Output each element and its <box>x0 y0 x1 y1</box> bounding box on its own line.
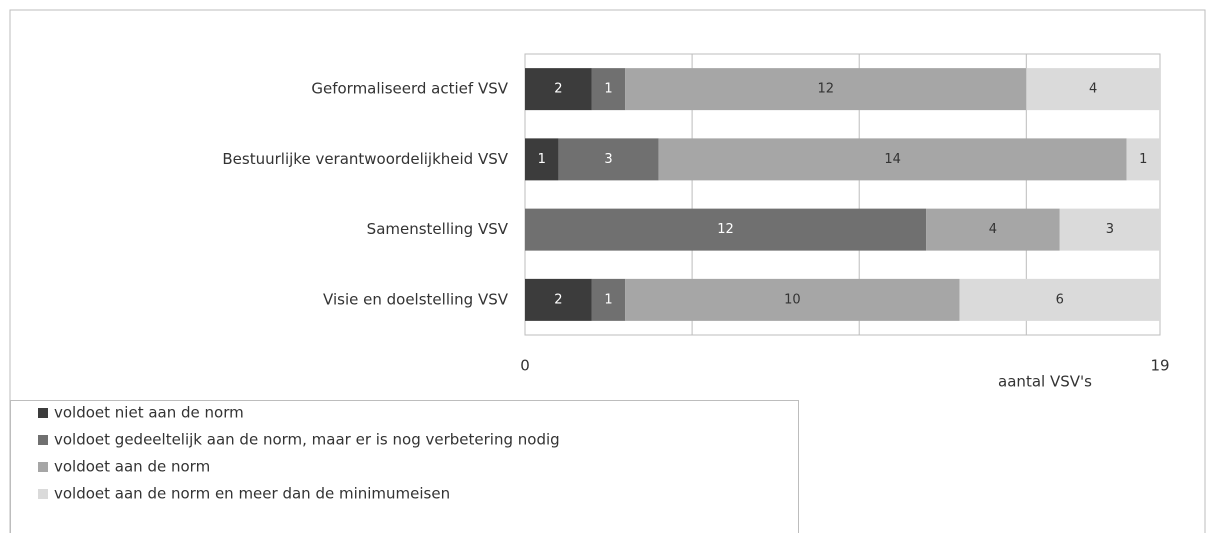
data-label: 3 <box>604 152 612 167</box>
bar-segment <box>591 68 626 111</box>
data-label: 6 <box>1056 292 1064 307</box>
data-label: 14 <box>884 152 901 167</box>
data-label: 1 <box>604 82 612 97</box>
data-label: 1 <box>1139 152 1147 167</box>
x-tick-label: 0 <box>520 357 530 375</box>
data-label: 12 <box>818 82 835 97</box>
data-label: 1 <box>538 152 546 167</box>
plot-area <box>524 53 1161 336</box>
bar-segment <box>926 208 1060 251</box>
data-label: 10 <box>784 292 801 307</box>
legend-label: voldoet niet aan de norm <box>54 404 244 422</box>
data-label: 12 <box>717 222 734 237</box>
legend-label: voldoet aan de norm en meer dan de minim… <box>54 485 450 503</box>
legend-swatch <box>38 489 48 499</box>
bar-segment <box>525 278 592 321</box>
legend-label: voldoet aan de norm <box>54 458 210 476</box>
data-label: 1 <box>604 292 612 307</box>
bar-segment <box>625 278 960 321</box>
data-label: 4 <box>1089 82 1097 97</box>
bar-segment <box>1026 68 1160 111</box>
x-tick-label: 19 <box>1150 357 1169 375</box>
data-label: 2 <box>554 292 562 307</box>
legend-label: voldoet gedeeltelijk aan de norm, maar e… <box>54 431 560 449</box>
bar-segment <box>525 68 592 111</box>
y-tick-label: Bestuurlijke verantwoordelijkheid VSV <box>222 150 508 168</box>
bar-segment <box>525 208 927 251</box>
bar-segment <box>1059 208 1160 251</box>
legend-swatch <box>38 408 48 418</box>
legend-swatch <box>38 435 48 445</box>
y-tick-label: Visie en doelstelling VSV <box>323 290 509 308</box>
bar-segment <box>525 138 559 181</box>
data-label: 2 <box>554 82 562 97</box>
bar-segment <box>1126 138 1160 181</box>
data-label: 3 <box>1106 222 1114 237</box>
bar-segment <box>658 138 1127 181</box>
bar-segment <box>959 278 1160 321</box>
chart-border <box>9 9 1206 533</box>
bar-segment <box>625 68 1027 111</box>
legend-swatch <box>38 462 48 472</box>
y-tick-label: Geformaliseerd actief VSV <box>311 80 508 98</box>
bar-segment <box>591 278 626 321</box>
data-label: 4 <box>989 222 997 237</box>
legend-box <box>10 400 799 537</box>
bar-segment <box>558 138 659 181</box>
y-tick-label: Samenstelling VSV <box>367 220 509 238</box>
x-axis-label: aantal VSV's <box>998 373 1092 391</box>
